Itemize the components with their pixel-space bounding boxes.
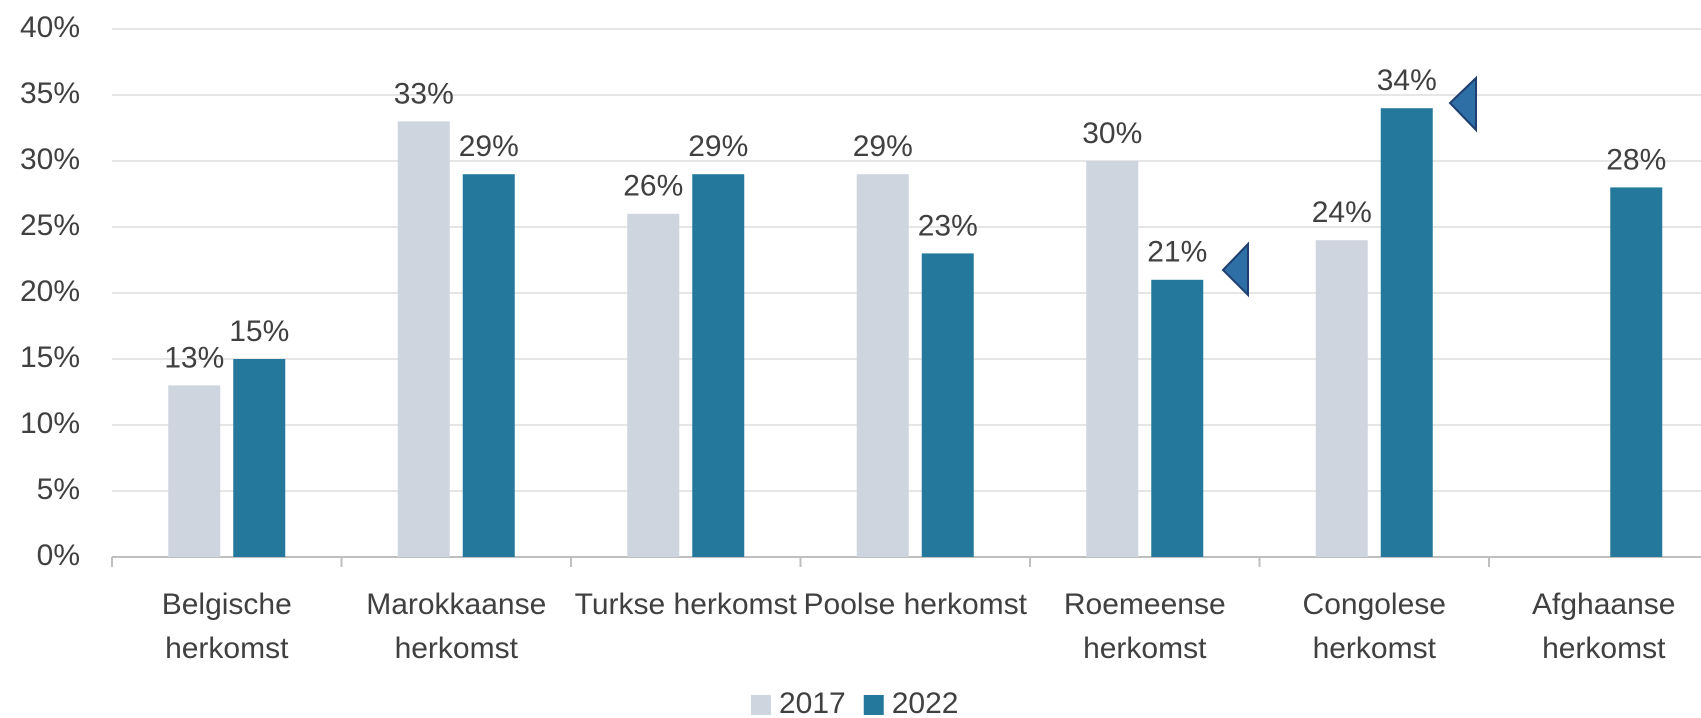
data-label: 34%	[1377, 64, 1437, 97]
x-tick-label: Afghaanse herkomst	[1532, 588, 1676, 665]
bar	[921, 253, 974, 557]
legend-label: 2017	[779, 687, 846, 718]
x-tick-label: Roemeense herkomst	[1063, 588, 1226, 665]
y-tick-label: 30%	[20, 143, 80, 176]
y-tick-label: 40%	[20, 11, 80, 44]
y-tick-label: 20%	[20, 275, 80, 308]
data-label: 23%	[918, 209, 978, 242]
y-tick-label: 0%	[37, 539, 80, 572]
bar	[1380, 108, 1433, 557]
data-label: 21%	[1147, 236, 1207, 269]
bar	[856, 174, 909, 557]
x-tick-label: Congolese herkomst	[1302, 588, 1446, 665]
arrow-annotation	[1448, 75, 1477, 133]
bar	[233, 359, 286, 557]
bar	[1151, 279, 1204, 557]
bar	[1086, 161, 1139, 557]
y-tick-label: 15%	[20, 341, 80, 374]
y-tick-label: 10%	[20, 407, 80, 440]
data-label: 24%	[1312, 196, 1372, 229]
x-tick-label: Poolse herkomst	[803, 588, 1027, 621]
legend-swatch	[751, 695, 771, 715]
y-tick-label: 5%	[37, 473, 80, 506]
legend-swatch	[863, 695, 884, 715]
bar	[692, 174, 745, 557]
data-label: 29%	[853, 130, 913, 163]
data-label: 13%	[164, 341, 224, 374]
data-label: 29%	[459, 130, 519, 163]
y-tick-label: 25%	[20, 209, 80, 242]
y-tick-label: 35%	[20, 77, 80, 110]
arrow-annotation	[1221, 241, 1249, 298]
data-label: 26%	[623, 170, 683, 203]
data-label: 29%	[688, 130, 748, 163]
legend-label: 2022	[892, 687, 959, 718]
x-tick-label: Turkse herkomst	[574, 588, 797, 621]
data-label: 30%	[1082, 117, 1142, 150]
bar	[1610, 187, 1663, 557]
data-label: 33%	[394, 77, 454, 110]
x-tick-label: Belgische herkomst	[161, 588, 292, 665]
bar	[168, 385, 221, 557]
data-label: 15%	[229, 315, 289, 348]
bar	[1315, 240, 1368, 557]
bar	[462, 174, 515, 557]
data-label: 28%	[1606, 143, 1666, 176]
x-tick-label: Marokkaanse herkomst	[366, 588, 547, 665]
bar	[397, 121, 450, 558]
bar	[627, 213, 680, 558]
